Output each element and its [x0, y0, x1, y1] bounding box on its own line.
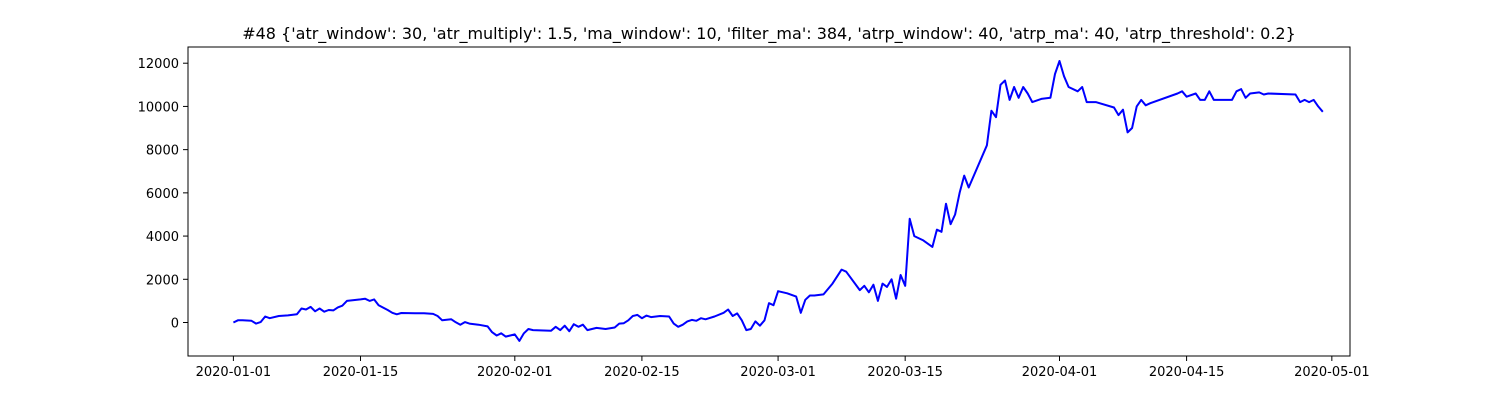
y-tick-label: 0	[171, 317, 179, 332]
x-tick-label: 2020-04-15	[1149, 365, 1225, 380]
y-tick-label: 6000	[146, 187, 179, 202]
y-tick-label: 8000	[146, 144, 179, 159]
chart-title: #48 {'atr_window': 30, 'atr_multiply': 1…	[242, 24, 1296, 44]
plot-area	[232, 60, 1324, 342]
y-tick-label: 4000	[146, 230, 179, 245]
x-tick-label: 2020-03-15	[867, 365, 943, 380]
x-tick-label: 2020-03-01	[740, 365, 816, 380]
series-line-0	[232, 60, 1324, 342]
x-tick-label: 2020-01-01	[196, 365, 272, 380]
x-tick-label: 2020-01-15	[323, 365, 399, 380]
x-tick-label: 2020-02-15	[604, 365, 680, 380]
y-tick-label: 2000	[146, 273, 179, 288]
y-tick-label: 10000	[138, 100, 179, 115]
x-tick-label: 2020-05-01	[1294, 365, 1370, 380]
y-axis: 0 2000 4000 6000 8000 10000 12000	[138, 57, 188, 332]
x-tick-label: 2020-04-01	[1022, 365, 1098, 380]
axes-frame	[187, 46, 1351, 357]
x-tick-label: 2020-02-01	[477, 365, 553, 380]
y-tick-label: 12000	[138, 57, 179, 72]
x-axis: 2020-01-01 2020-01-15 2020-02-01 2020-02-15…	[196, 356, 1370, 380]
